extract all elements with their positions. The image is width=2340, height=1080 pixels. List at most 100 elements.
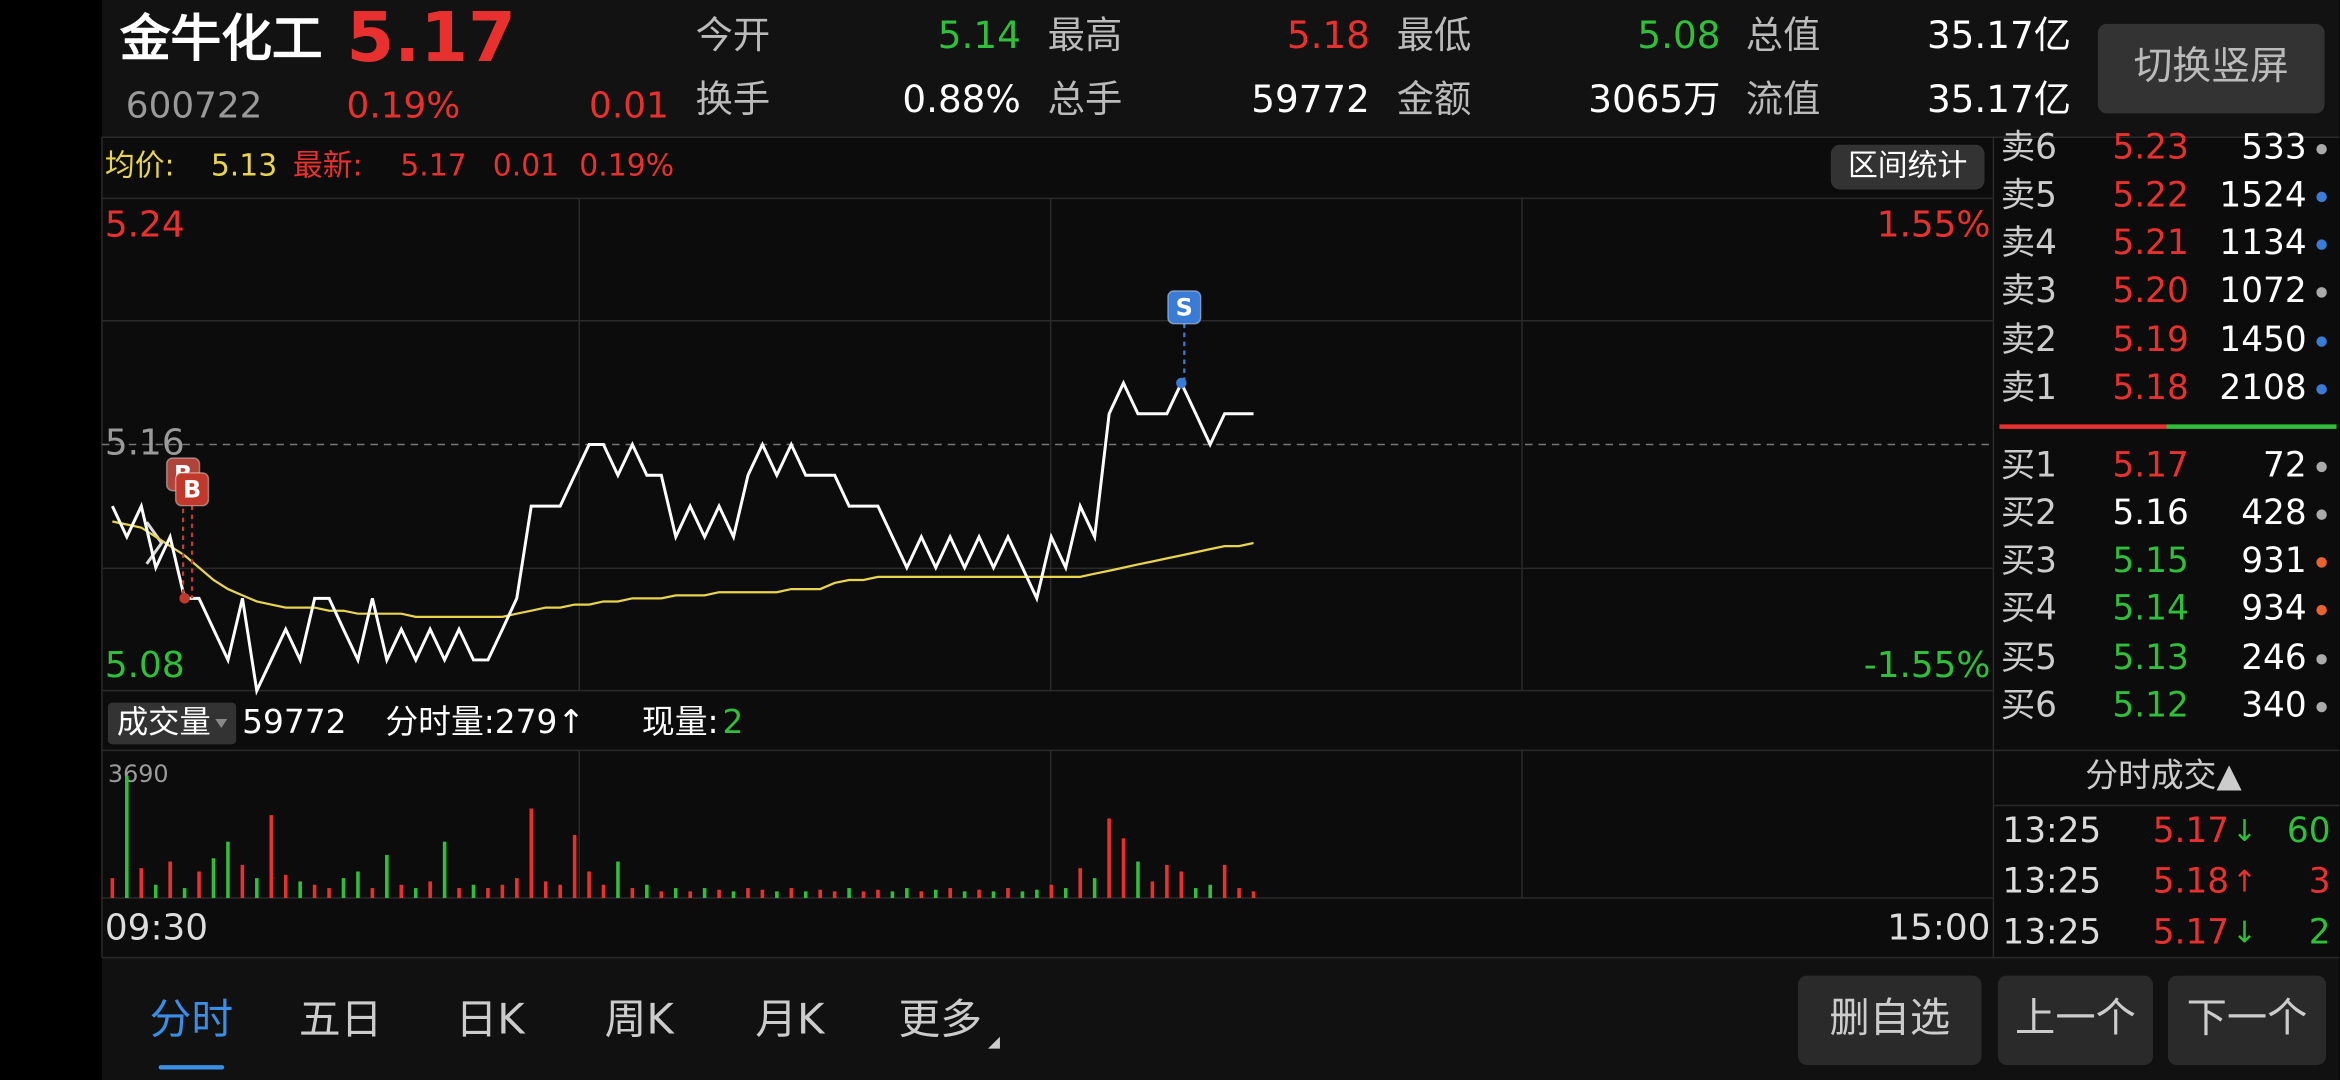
volume-bar (370, 888, 375, 899)
volume-bar (673, 888, 678, 899)
volume-bar (876, 889, 880, 899)
book-dot (2316, 461, 2327, 473)
volume-bar (601, 884, 606, 899)
book-label: 买3 (2001, 541, 2057, 581)
volume-bar (341, 878, 346, 899)
volume-bar (356, 871, 360, 899)
volume-bar (240, 864, 245, 899)
price-line (111, 379, 1254, 696)
header-bg (101, 0, 2340, 138)
volume-bar (255, 878, 259, 899)
stat-label: 换手 (696, 77, 771, 121)
stat-label: 最低 (1397, 13, 1472, 57)
volume-bar (775, 891, 779, 899)
book-dot (2316, 384, 2327, 395)
volume-bar (283, 874, 288, 899)
book-dot (2316, 604, 2327, 616)
left-edge (0, 0, 102, 1080)
book-label: 卖3 (2001, 271, 2057, 311)
book-dot (2316, 191, 2327, 203)
volume-bar (1237, 888, 1241, 899)
last-price: 5.17 (347, 0, 516, 78)
book-volume: 533 (2241, 128, 2306, 168)
action-button-bg[interactable] (1997, 975, 2154, 1066)
content: 金牛化工 5.17 600722 0.19% 0.01 今开 5.14 最高 5.18 最低 5.0… (101, 0, 2331, 1066)
volume-bar (471, 884, 476, 899)
volume-bar (543, 881, 548, 899)
volume-bar (182, 888, 187, 899)
volume-bar (399, 884, 404, 899)
collapse-arrow[interactable] (145, 521, 164, 565)
book-dot (2316, 336, 2327, 347)
y-tick-label: 5.08 (105, 645, 185, 686)
book-price: 5.15 (2112, 541, 2188, 581)
tab[interactable]: 分时 (150, 994, 234, 1043)
trade-time: 13:25 (2002, 811, 2101, 851)
trade-arrow: ↓ (2232, 915, 2257, 950)
book-dot (2316, 239, 2327, 250)
current-volume: 2 (722, 703, 743, 741)
book-label: 买2 (2001, 493, 2057, 533)
y2-tick-label: -1.55% (1864, 645, 1991, 686)
volume-bar (1049, 884, 1054, 899)
volume-bar (645, 884, 649, 899)
book-price: 5.21 (2112, 223, 2188, 263)
latest-pct: 0.19% (579, 149, 674, 184)
book-label: 买4 (2001, 589, 2057, 629)
more-caret[interactable] (988, 1036, 1000, 1049)
book-price: 5.23 (2112, 128, 2188, 168)
y-tick-label: 5.16 (105, 423, 185, 464)
volume-bar (746, 888, 750, 899)
volume-selector[interactable]: 成交量 (117, 704, 211, 740)
marker-badge (1167, 290, 1202, 325)
volume-bar (702, 888, 707, 899)
volume-bar (731, 891, 736, 899)
book-dot (2316, 701, 2327, 713)
book-price: 5.14 (2112, 589, 2188, 629)
book-label: 买5 (2001, 638, 2057, 678)
tab[interactable]: 更多 (899, 994, 983, 1043)
volume-bar (442, 841, 447, 899)
trades-title[interactable]: 分时成交▲ (2085, 757, 2242, 795)
volume-bar (948, 888, 952, 899)
volume-bar (630, 888, 635, 899)
volume-bar (197, 871, 201, 899)
book-volume: 931 (2241, 541, 2306, 581)
tab[interactable]: 周K (605, 994, 676, 1043)
book-price: 5.16 (2112, 493, 2188, 533)
volume-bar (905, 888, 909, 899)
stat-value: 0.88% (902, 77, 1020, 121)
volume-bar (991, 891, 996, 899)
range-stats-button-bg[interactable] (1830, 144, 1985, 190)
book-price: 5.12 (2112, 686, 2188, 726)
latest-label: 最新: (293, 149, 363, 184)
volume-bar (312, 884, 317, 899)
action-button-bg[interactable] (2167, 975, 2327, 1066)
volume-bar (760, 889, 765, 899)
tab[interactable]: 月K (755, 994, 826, 1043)
stat-value: 5.18 (1287, 13, 1370, 57)
tab[interactable]: 五日 (299, 994, 383, 1043)
stat-label: 最高 (1048, 13, 1123, 57)
volume-tick-label: 3690 (108, 760, 169, 788)
volume-bar (1222, 864, 1227, 899)
volume-selector-bg[interactable] (107, 702, 237, 745)
orientation-button[interactable]: 切换竖屏 (2134, 44, 2289, 89)
volume-bar (861, 891, 866, 899)
orientation-button-bg[interactable] (2097, 23, 2325, 114)
action-button[interactable]: 上一个 (2015, 995, 2136, 1041)
stat-value: 35.17亿 (1927, 13, 2071, 57)
book-price: 5.18 (2112, 368, 2188, 408)
volume-bar (572, 835, 577, 899)
trade-price: 5.17 (2153, 912, 2229, 952)
trade-volume: 60 (2287, 811, 2331, 851)
volume-bar (1020, 891, 1025, 899)
range-stats-button[interactable]: 区间统计 (1848, 149, 1967, 184)
book-volume: 72 (2263, 445, 2307, 485)
action-button[interactable]: 删自选 (1829, 995, 1950, 1041)
action-button[interactable]: 下一个 (2187, 995, 2308, 1041)
action-button-bg[interactable] (1798, 975, 1982, 1066)
tab[interactable]: 日K (455, 994, 526, 1043)
dropdown-caret[interactable] (215, 719, 228, 728)
